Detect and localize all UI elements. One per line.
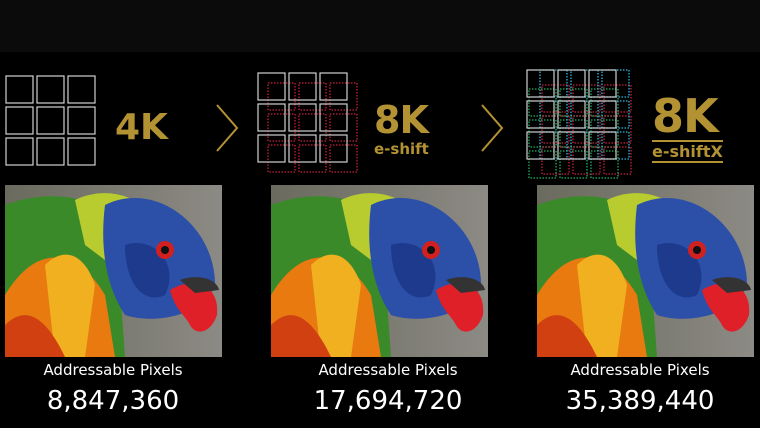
shifted-pixel-box bbox=[541, 115, 570, 144]
pixel-box bbox=[319, 103, 348, 132]
pixel-box bbox=[526, 100, 555, 129]
shifted-pixel-box bbox=[559, 150, 588, 179]
pixel-box bbox=[288, 72, 317, 101]
logo-sub: e-shiftX bbox=[652, 140, 723, 163]
pixels-value-8k-eshiftx: 35,389,440 bbox=[565, 386, 715, 416]
shifted-pixel-box bbox=[329, 113, 358, 142]
pixel-box bbox=[588, 100, 617, 129]
pixel-box bbox=[5, 137, 34, 166]
chevron-right-icon bbox=[481, 104, 504, 152]
pixels-value-8k-eshift: 17,694,720 bbox=[313, 386, 463, 416]
pixels-value-4k: 8,847,360 bbox=[46, 386, 180, 416]
pixel-box bbox=[257, 134, 286, 163]
shifted-pixel-box bbox=[329, 82, 358, 111]
shifted-pixel-box bbox=[572, 115, 601, 144]
shifted-pixel-box bbox=[298, 82, 327, 111]
pixel-box bbox=[5, 75, 34, 104]
pixel-box bbox=[5, 106, 34, 135]
pixel-box bbox=[36, 137, 65, 166]
pixels-label-8k-eshiftx: Addressable Pixels bbox=[570, 361, 710, 379]
shifted-pixel-box bbox=[541, 146, 570, 175]
logo-8k-eshiftx: 8K e-shiftX bbox=[652, 92, 723, 163]
pixel-box bbox=[67, 137, 96, 166]
shifted-pixel-box bbox=[267, 144, 296, 173]
pixel-box bbox=[67, 75, 96, 104]
parrot-photo-8k-eshift bbox=[271, 185, 488, 357]
shifted-pixel-box bbox=[329, 144, 358, 173]
top-band bbox=[0, 0, 760, 52]
pixel-box bbox=[557, 100, 586, 129]
pixel-grid-8k-eshiftx bbox=[526, 69, 632, 179]
shifted-pixel-box bbox=[572, 146, 601, 175]
logo-4k: 4K bbox=[115, 107, 168, 148]
shifted-pixel-box bbox=[603, 84, 632, 113]
logo-sub: e-shift bbox=[374, 140, 429, 158]
pixel-box bbox=[257, 103, 286, 132]
shifted-pixel-box bbox=[267, 113, 296, 142]
pixels-label-8k-eshift: Addressable Pixels bbox=[318, 361, 458, 379]
pixel-box bbox=[557, 131, 586, 160]
chevron-right-icon bbox=[216, 104, 239, 152]
pixel-box bbox=[257, 72, 286, 101]
pixel-box bbox=[36, 75, 65, 104]
pixel-box bbox=[319, 72, 348, 101]
pixel-grid-8k-eshift bbox=[257, 72, 358, 173]
pixel-box bbox=[526, 131, 555, 160]
shifted-pixel-box bbox=[603, 115, 632, 144]
pixels-label-4k: Addressable Pixels bbox=[43, 361, 183, 379]
shifted-pixel-box bbox=[590, 150, 619, 179]
pixel-grid-4k bbox=[5, 75, 96, 166]
shifted-pixel-box bbox=[528, 150, 557, 179]
logo-main: 8K bbox=[374, 98, 429, 142]
pixel-box bbox=[526, 69, 555, 98]
pixel-box bbox=[67, 106, 96, 135]
shifted-pixel-box bbox=[298, 113, 327, 142]
shifted-pixel-box bbox=[267, 82, 296, 111]
pixel-box bbox=[288, 134, 317, 163]
shifted-pixel-box bbox=[603, 146, 632, 175]
logo-main: 8K bbox=[652, 89, 719, 143]
pixel-box bbox=[36, 106, 65, 135]
parrot-photo-8k-eshiftx bbox=[537, 185, 754, 357]
shifted-pixel-box bbox=[541, 84, 570, 113]
pixel-box bbox=[588, 131, 617, 160]
logo-8k-eshift: 8K e-shift bbox=[374, 100, 429, 158]
pixel-box bbox=[588, 69, 617, 98]
shifted-pixel-box bbox=[572, 84, 601, 113]
pixel-box bbox=[288, 103, 317, 132]
parrot-photo-4k bbox=[5, 185, 222, 357]
pixel-box bbox=[557, 69, 586, 98]
shifted-pixel-box bbox=[298, 144, 327, 173]
pixel-box bbox=[319, 134, 348, 163]
